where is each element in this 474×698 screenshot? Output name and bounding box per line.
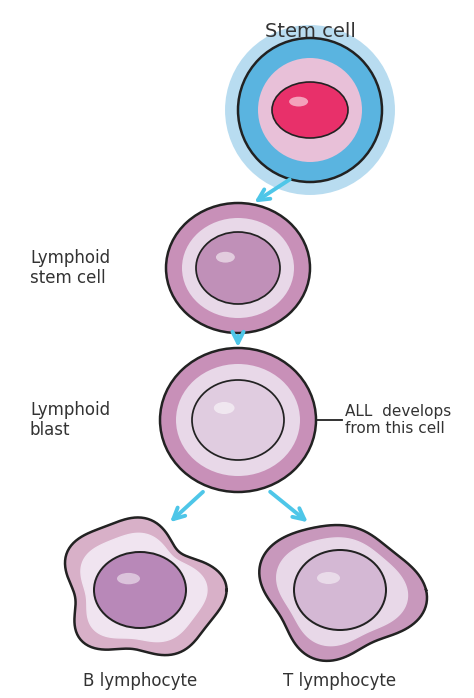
Ellipse shape <box>192 380 284 460</box>
Text: Lymphoid
blast: Lymphoid blast <box>30 401 110 440</box>
Text: Stem cell: Stem cell <box>264 22 356 41</box>
Text: B lymphocyte: B lymphocyte <box>83 672 197 690</box>
Ellipse shape <box>216 252 235 262</box>
Ellipse shape <box>317 572 340 584</box>
Ellipse shape <box>160 348 316 492</box>
Ellipse shape <box>238 38 382 182</box>
Ellipse shape <box>182 218 294 318</box>
Ellipse shape <box>258 58 362 162</box>
Ellipse shape <box>225 25 395 195</box>
Ellipse shape <box>117 573 140 584</box>
Ellipse shape <box>289 97 308 107</box>
Polygon shape <box>81 533 207 641</box>
Ellipse shape <box>272 82 348 138</box>
Ellipse shape <box>214 402 235 414</box>
Ellipse shape <box>176 364 300 476</box>
Polygon shape <box>259 525 427 661</box>
Ellipse shape <box>94 552 186 628</box>
Polygon shape <box>65 517 227 655</box>
Ellipse shape <box>294 550 386 630</box>
Text: T lymphocyte: T lymphocyte <box>283 672 397 690</box>
Ellipse shape <box>196 232 280 304</box>
Text: Lymphoid
stem cell: Lymphoid stem cell <box>30 248 110 288</box>
Text: ALL  develops
from this cell: ALL develops from this cell <box>345 404 451 436</box>
Ellipse shape <box>166 203 310 333</box>
Polygon shape <box>277 538 408 646</box>
